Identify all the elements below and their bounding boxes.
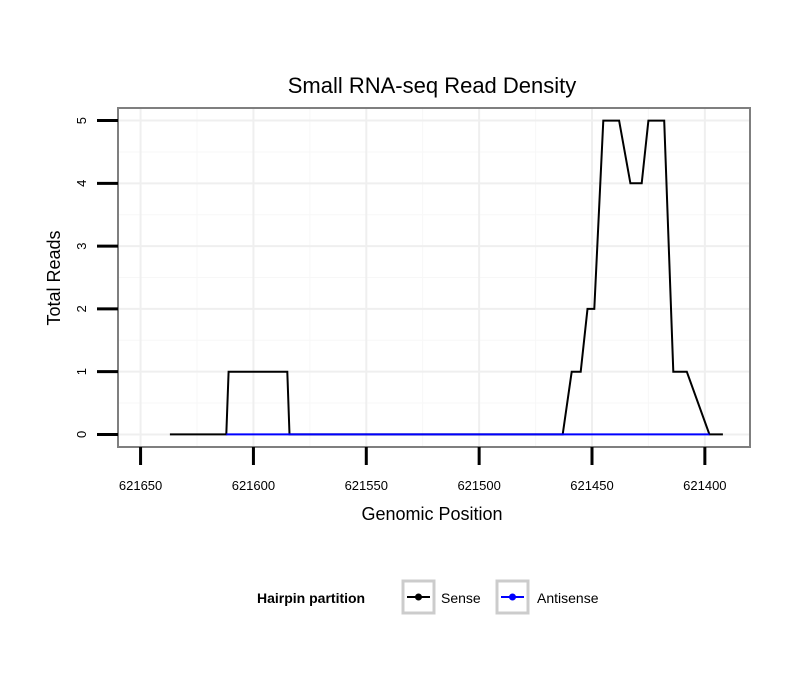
legend-label-antisense: Antisense [537, 590, 599, 606]
legend-entry-antisense: Antisense [495, 579, 599, 615]
legend-title: Hairpin partition [257, 590, 365, 606]
y-tick-label-0: 0 [74, 431, 89, 438]
x-axis-title: Genomic Position [361, 504, 502, 524]
series-line-sense [169, 119, 723, 436]
x-tick-label-1: 621600 [232, 478, 275, 493]
legend-entry-sense: Sense [401, 579, 481, 615]
y-axis: 0 1 2 3 4 5 [74, 117, 118, 438]
legend-key-sense-point [415, 593, 422, 601]
x-tick-label-0: 621650 [119, 478, 162, 493]
grid [118, 108, 750, 447]
legend-key-antisense-point [509, 593, 516, 601]
x-tick-label-4: 621450 [570, 478, 613, 493]
y-tick-label-5: 5 [74, 117, 89, 124]
x-tick-label-5: 621400 [683, 478, 726, 493]
chart-title: Small RNA-seq Read Density [288, 73, 577, 98]
legend: Hairpin partition Sense Antisense [257, 579, 599, 615]
plot-panel-border [117, 107, 751, 448]
legend-key-sense-box [401, 579, 436, 615]
y-tick-label-1: 1 [74, 368, 89, 375]
legend-label-sense: Sense [441, 590, 481, 606]
x-tick-label-3: 621500 [457, 478, 500, 493]
legend-key-antisense-box [495, 579, 530, 615]
y-axis-title: Total Reads [44, 230, 64, 325]
x-axis: 621650 621600 621550 621500 621450 621400 [119, 447, 727, 493]
y-tick-label-2: 2 [74, 305, 89, 312]
x-tick-label-2: 621550 [345, 478, 388, 493]
y-tick-label-4: 4 [74, 180, 89, 187]
series-layer [169, 119, 723, 436]
y-tick-label-3: 3 [74, 242, 89, 249]
